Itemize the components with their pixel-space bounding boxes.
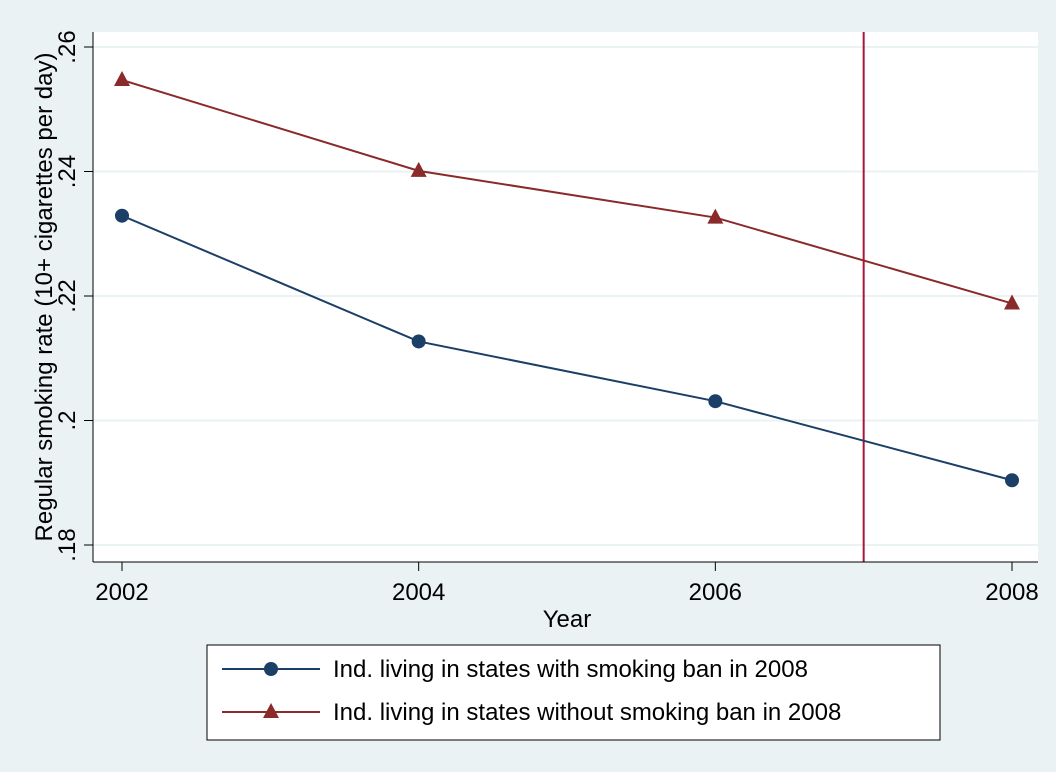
x-tick-label: 2006 xyxy=(689,579,742,606)
legend-marker-2 xyxy=(263,703,279,718)
series-layer xyxy=(114,70,1020,488)
legend: Ind. living in states with smoking ban i… xyxy=(206,644,941,741)
data-point-series-2 xyxy=(114,70,130,86)
data-point-series-1 xyxy=(411,334,426,349)
axes xyxy=(84,32,1038,571)
data-point-series-1 xyxy=(1005,473,1019,488)
series-line-1 xyxy=(121,214,1013,482)
x-axis-title: Year xyxy=(543,606,592,633)
x-tick-label: 2004 xyxy=(392,579,445,606)
legend-label-1: Ind. living in states with smoking ban i… xyxy=(333,656,808,683)
series-line-2 xyxy=(121,79,1013,305)
legend-marker-1 xyxy=(264,662,278,676)
data-point-series-2 xyxy=(410,161,427,177)
x-tick-label: 2008 xyxy=(985,579,1038,606)
y-tick-label: .22 xyxy=(54,279,81,312)
y-tick-label: .26 xyxy=(54,30,81,63)
data-point-series-1 xyxy=(115,208,129,223)
y-tick-label: .18 xyxy=(54,528,81,561)
data-point-series-2 xyxy=(707,208,724,224)
tick-labels: .18 .2 .22 .24 .26 2002 2004 2006 2008 xyxy=(54,30,1039,606)
gridlines xyxy=(93,46,1038,546)
y-tick-label: .24 xyxy=(54,155,81,188)
legend-box xyxy=(206,644,941,741)
legend-label-2: Ind. living in states without smoking ba… xyxy=(333,699,841,726)
data-point-series-1 xyxy=(708,394,723,409)
x-tick-label: 2002 xyxy=(95,579,148,606)
y-tick-label: .2 xyxy=(54,410,81,430)
data-point-series-2 xyxy=(1004,294,1020,310)
y-axis-title: Regular smoking rate (10+ cigarettes per… xyxy=(31,53,58,542)
